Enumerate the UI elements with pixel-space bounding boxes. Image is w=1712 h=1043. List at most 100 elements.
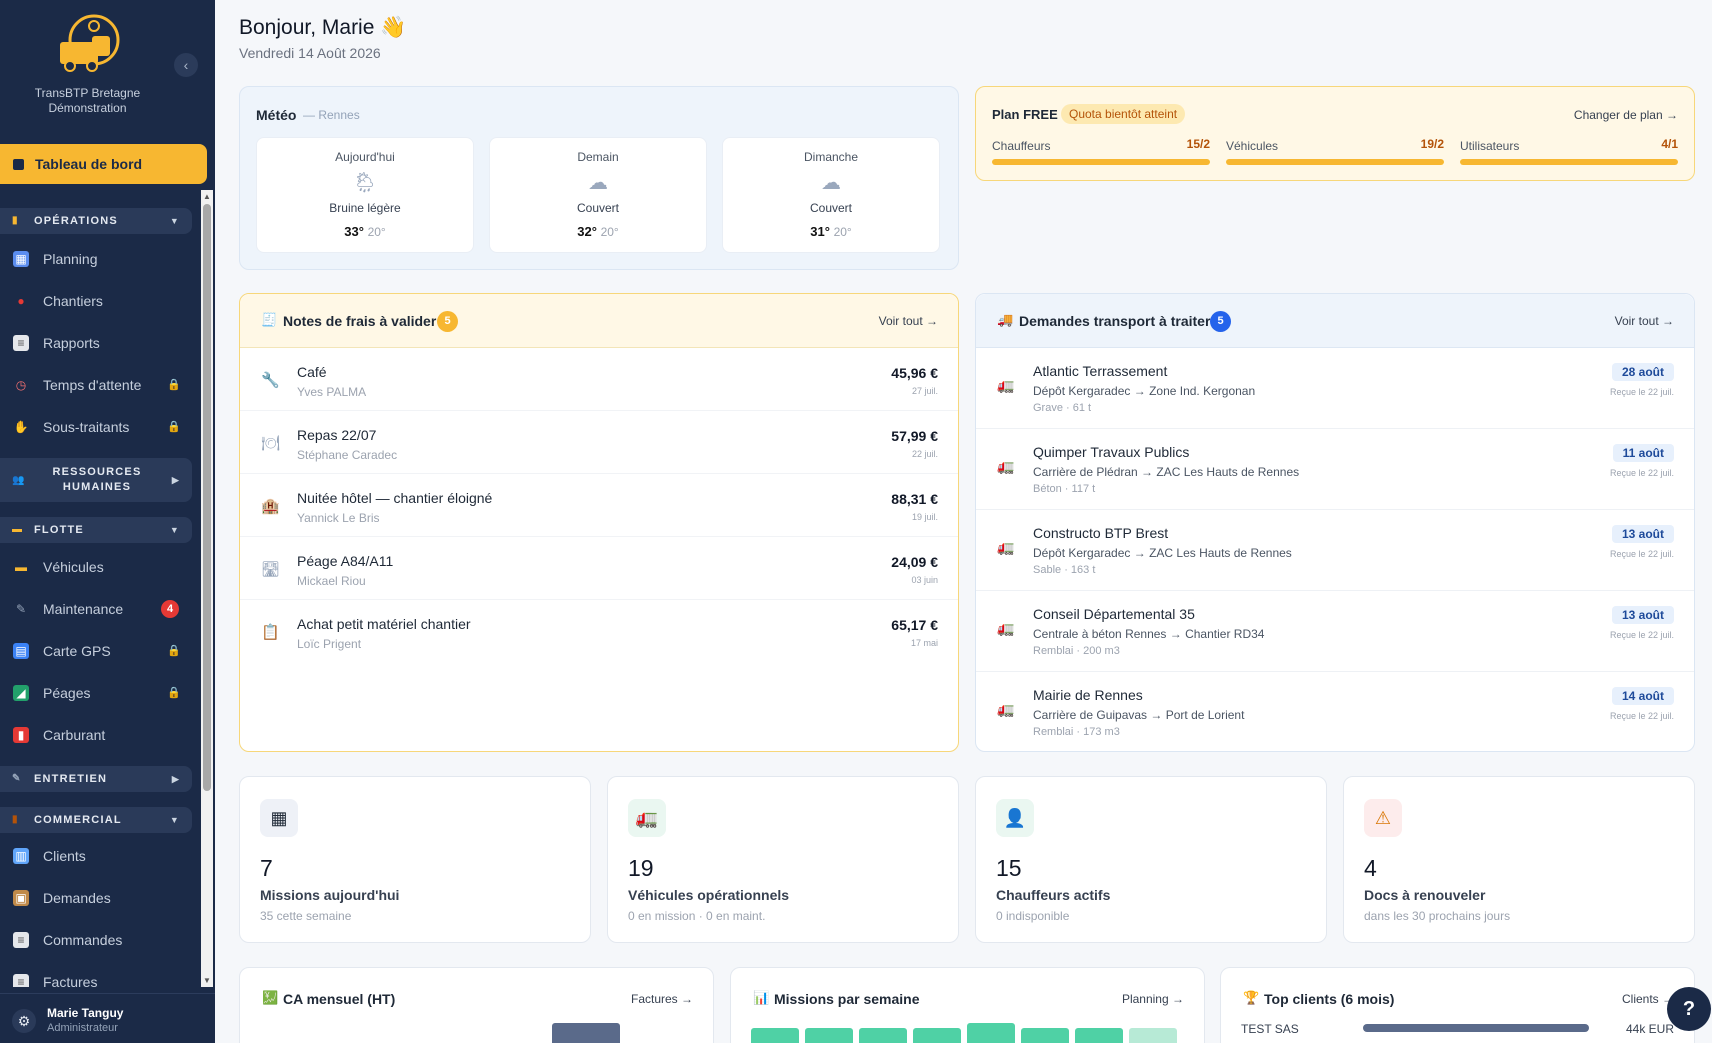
weather-temps: 33° 20° (257, 224, 473, 239)
help-button[interactable]: ? (1667, 987, 1711, 1031)
request-client: Mairie de Rennes (1033, 687, 1143, 703)
nav-chantiers[interactable]: ● Chantiers (0, 285, 195, 317)
temp-min: 20° (367, 225, 386, 239)
truck-icon: 🚛 (997, 377, 1015, 393)
nav-sous-traitants[interactable]: ✋ Sous-traitants 🔒 (0, 411, 195, 443)
kpi-chauffeurs[interactable]: 👤 15 Chauffeurs actifs 0 indisponible (975, 776, 1327, 943)
driver-icon: 👤 (996, 799, 1034, 837)
section-ressources-humaines[interactable]: 👥 RESSOURCES HUMAINES ▶ (0, 458, 192, 502)
mission-bar (1129, 1028, 1177, 1043)
expense-row[interactable]: 🍽 Repas 22/07 Stéphane Caradec 57,99 € 2… (240, 411, 958, 474)
kpi-documents[interactable]: ⚠ 4 Docs à renouveler dans les 30 procha… (1343, 776, 1695, 943)
building-icon: ▥ (13, 848, 29, 864)
section-commercial[interactable]: ▮ COMMERCIAL ▼ (0, 807, 192, 833)
expense-date: 19 juil. (911, 512, 938, 522)
weekly-missions-card: 📊 Missions par semaine Planning → (730, 967, 1205, 1043)
revenue-bar (552, 1023, 620, 1043)
gear-icon[interactable]: ⚙ (12, 1009, 36, 1033)
collapse-sidebar-button[interactable]: ‹ (174, 53, 198, 77)
mission-bar (751, 1028, 799, 1043)
sidebar-scrollbar[interactable]: ▲ ▼ (201, 190, 213, 987)
invoices-link[interactable]: Factures → (630, 992, 693, 1006)
expense-title: Nuitée hôtel — chantier éloigné (297, 490, 493, 506)
expense-row[interactable]: 📋 Achat petit matériel chantier Loïc Pri… (240, 600, 958, 663)
transport-request-row[interactable]: 🚛 Quimper Travaux Publics Carrière de Pl… (976, 429, 1694, 510)
expense-title: Repas 22/07 (297, 427, 377, 443)
temp-max: 33° (344, 224, 364, 239)
nav-temps-attente[interactable]: ◷ Temps d'attente 🔒 (0, 369, 195, 401)
weather-city: — Rennes (303, 108, 360, 122)
bar-chart-icon: 📊 (753, 990, 770, 1005)
weather-title: Météo (256, 107, 297, 123)
nav-demandes[interactable]: ▣ Demandes (0, 882, 195, 914)
expense-notes-card: 🧾 Notes de frais à valider 5 Voir tout →… (239, 293, 959, 752)
monthly-revenue-card: 💹 CA mensuel (HT) Factures → (239, 967, 714, 1043)
nav-dashboard[interactable]: Tableau de bord (0, 144, 207, 184)
mission-bar (1021, 1028, 1069, 1043)
nav-commandes-label: Commandes (43, 932, 123, 948)
transport-request-row[interactable]: 🚛 Constructo BTP Brest Dépôt Kergaradec … (976, 510, 1694, 591)
truck-icon: 🚛 (997, 620, 1015, 636)
nav-rapports[interactable]: ≡ Rapports (0, 327, 195, 359)
quota-chauffeurs: Chauffeurs 15/2 (992, 137, 1210, 165)
nav-factures[interactable]: ≡ Factures (0, 966, 195, 987)
transport-request-row[interactable]: 🚛 Atlantic Terrassement Dépôt Kergaradec… (976, 348, 1694, 429)
request-route: Carrière de Plédran → ZAC Les Hauts de R… (1033, 465, 1300, 479)
alarm-clock-icon: ◷ (15, 378, 27, 392)
scroll-up-icon[interactable]: ▲ (203, 192, 211, 201)
nav-planning[interactable]: ▦ Planning (0, 243, 195, 275)
request-received: Reçue le 22 juil. (1609, 711, 1674, 721)
nav-peages[interactable]: ◢ Péages 🔒 (0, 677, 195, 709)
user-profile[interactable]: ⚙ Marie Tanguy Administrateur (0, 993, 215, 1043)
transport-view-all-link[interactable]: Voir tout → (1614, 314, 1674, 328)
kpi-value: 7 (260, 855, 273, 881)
request-route: Centrale à béton Rennes → Chantier RD34 (1033, 627, 1265, 641)
section-operations[interactable]: ▮ OPÉRATIONS ▼ (0, 208, 192, 234)
mission-bar (967, 1023, 1015, 1043)
expense-date: 17 mai (910, 638, 938, 648)
clients-link[interactable]: Clients → (1621, 992, 1674, 1006)
transport-request-row[interactable]: 🚛 Mairie de Rennes Carrière de Guipavas … (976, 672, 1694, 753)
section-entretien[interactable]: ✎ ENTRETIEN ▶ (0, 766, 192, 792)
kpi-vehicules[interactable]: 🚛 19 Véhicules opérationnels 0 en missio… (607, 776, 959, 943)
section-flotte[interactable]: ▬ FLOTTE ▼ (0, 517, 192, 543)
request-date-badge: 14 août (1611, 687, 1674, 705)
transport-requests-count: 5 (1210, 311, 1231, 332)
expense-person: Stéphane Caradec (297, 448, 398, 462)
warning-icon: ⚠ (1364, 799, 1402, 837)
clipboard-icon: ≡ (13, 335, 29, 351)
maintenance-badge: 4 (161, 600, 179, 618)
transport-request-row[interactable]: 🚛 Conseil Départemental 35 Centrale à bé… (976, 591, 1694, 672)
mission-bar (859, 1028, 907, 1043)
nav-clients[interactable]: ▥ Clients (0, 840, 195, 872)
expense-row[interactable]: 🏨 Nuitée hôtel — chantier éloigné Yannic… (240, 474, 958, 537)
lock-icon: 🔒 (167, 379, 181, 391)
quota-label: Utilisateurs (1460, 139, 1520, 153)
request-route: Dépôt Kergaradec → ZAC Les Hauts de Renn… (1033, 546, 1292, 560)
expense-row[interactable]: 🔧 Café Yves PALMA 45,96 € 27 juil. (240, 348, 958, 411)
nav-maintenance[interactable]: ✎ Maintenance 4 (0, 593, 195, 625)
planning-link[interactable]: Planning → (1121, 992, 1184, 1006)
dashboard-icon (13, 159, 24, 170)
scroll-down-icon[interactable]: ▼ (203, 976, 211, 985)
quota-fill (1460, 159, 1678, 165)
cloud-icon: ☁ (588, 172, 608, 194)
scrollbar-thumb[interactable] (203, 204, 211, 791)
request-route: Carrière de Guipavas → Port de Lorient (1033, 708, 1245, 722)
expense-title: Café (297, 364, 327, 380)
kpi-missions[interactable]: ▦ 7 Missions aujourd'hui 35 cette semain… (239, 776, 591, 943)
nav-commandes[interactable]: ≡ Commandes (0, 924, 195, 956)
change-plan-link[interactable]: Changer de plan → (1573, 108, 1678, 122)
monthly-revenue-title: CA mensuel (HT) (283, 991, 396, 1007)
nav-carburant-label: Carburant (43, 727, 106, 743)
nav-carburant[interactable]: ▮ Carburant (0, 719, 195, 751)
nav-vehicules[interactable]: ▬ Véhicules (0, 551, 195, 583)
nav-demandes-label: Demandes (43, 890, 111, 906)
expense-notes-view-all-link[interactable]: Voir tout → (878, 314, 938, 328)
nav-carte-gps[interactable]: ▤ Carte GPS 🔒 (0, 635, 195, 667)
request-received: Reçue le 22 juil. (1609, 549, 1674, 559)
quota-warning-badge: Quota bientôt atteint (1061, 104, 1186, 124)
briefcase-icon: ▮ (12, 814, 19, 825)
expense-row[interactable]: 🛣 Péage A84/A11 Mickael Riou 24,09 € 03 … (240, 537, 958, 600)
page-title: Bonjour, Marie 👋 (239, 16, 407, 39)
